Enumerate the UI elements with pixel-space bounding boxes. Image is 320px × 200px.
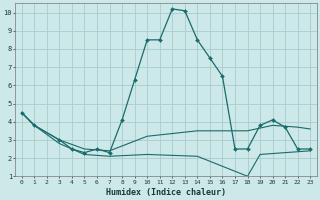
X-axis label: Humidex (Indice chaleur): Humidex (Indice chaleur) — [106, 188, 226, 197]
